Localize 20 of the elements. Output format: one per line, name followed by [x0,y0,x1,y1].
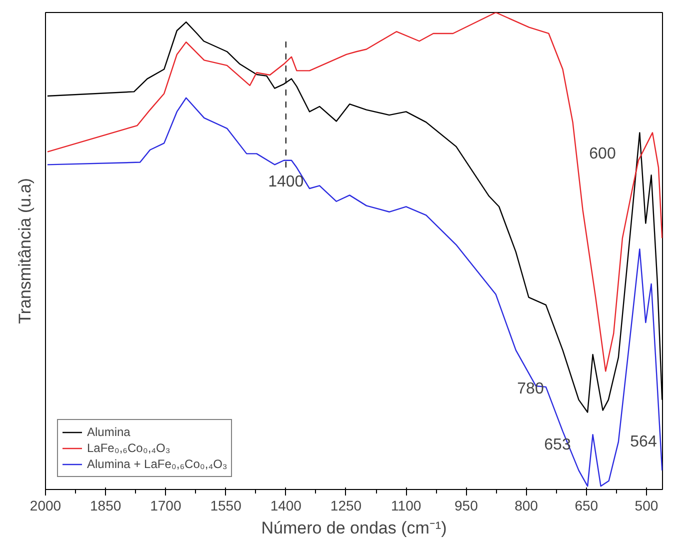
x-tick-label: 2000 [30,498,62,514]
x-tick-label: 1700 [150,498,182,514]
x-tick-label: 800 [514,498,538,514]
x-tick-label: 1250 [330,498,362,514]
x-tick-label: 950 [454,498,478,514]
x-tick-label: 1550 [210,498,242,514]
legend-label: LaFe₀,₆Co₀,₄O₃ [87,440,170,456]
x-axis-title: Número de ondas (cm⁻¹) [261,518,447,538]
annotation: 564 [630,434,657,450]
x-tick-label: 500 [634,498,658,514]
x-tick-label: 1400 [270,498,302,514]
x-tick-label: 1100 [391,498,422,514]
y-axis-title: Transmitância (u.a) [16,178,34,324]
x-tick-label: 1850 [90,498,122,514]
annotation: 600 [589,146,616,162]
x-tick-label: 650 [574,498,598,514]
annotation: 780 [517,380,544,398]
legend-label: Alumina + LaFe₀,₆Co₀,₄O₃ [87,456,228,472]
legend-label: Alumina [87,424,130,440]
ref-line-label: 1400 [268,174,304,191]
